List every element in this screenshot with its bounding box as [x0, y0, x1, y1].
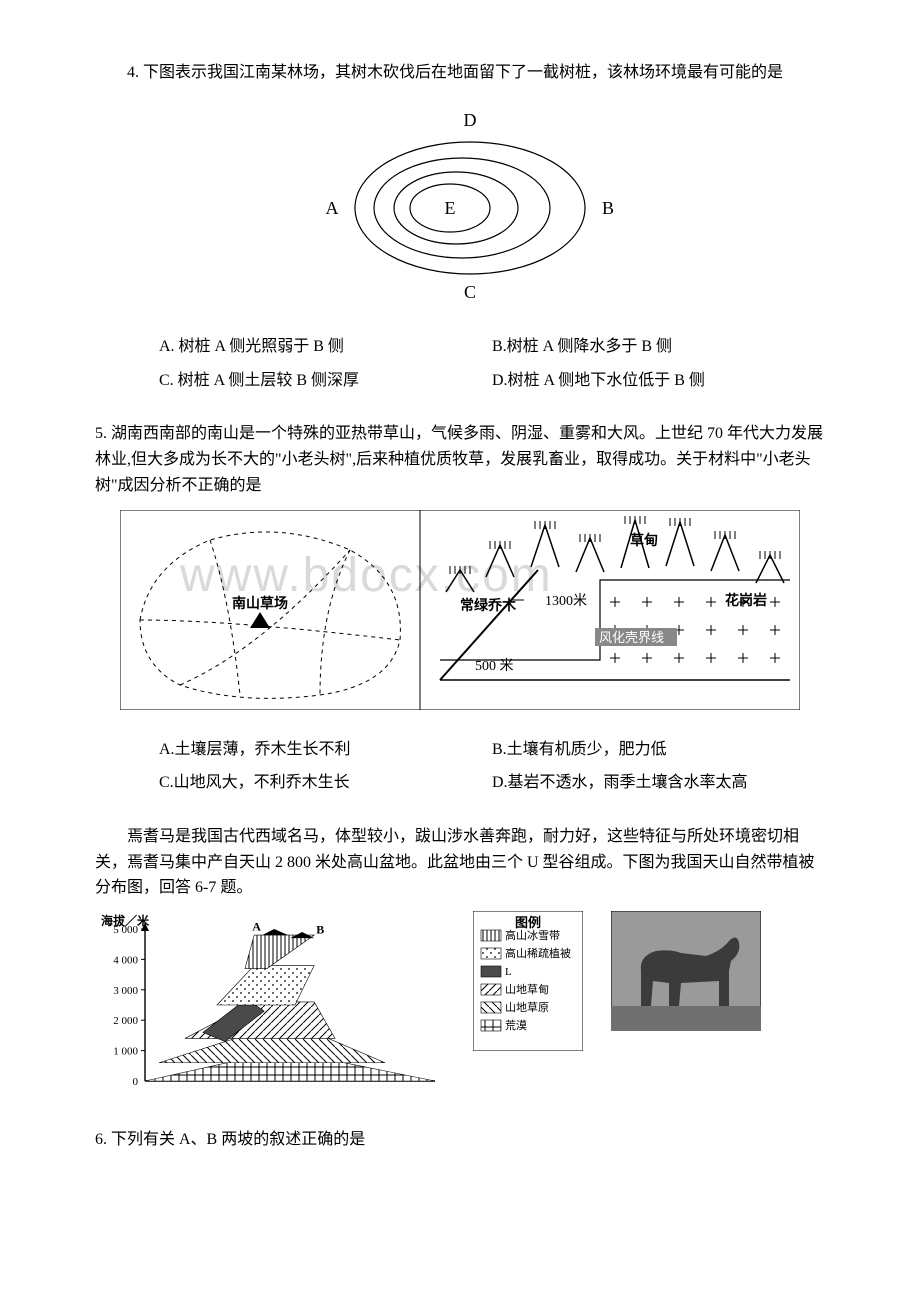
svg-text:风化壳界线: 风化壳界线 [599, 630, 664, 645]
svg-text:B: B [602, 198, 614, 218]
q4-option-b: B.树桩 A 侧降水多于 B 侧 [492, 334, 825, 360]
svg-text:500 米: 500 米 [475, 658, 514, 674]
svg-text:常绿乔木: 常绿乔木 [460, 597, 517, 614]
q5-option-d: D.基岩不透水，雨季土壤含水率太高 [492, 770, 825, 796]
svg-text:1300米: 1300米 [545, 593, 587, 609]
svg-text:海拔／米: 海拔／米 [101, 913, 150, 928]
q5-option-a: A.土壤层薄，乔木生长不利 [159, 737, 492, 763]
svg-text:D: D [464, 110, 477, 130]
svg-text:南山草场: 南山草场 [232, 595, 288, 612]
q5-figure: 南山草场草甸常绿乔木1300米花岗岩风化壳界线500 米 www.bdocx.c… [95, 510, 825, 719]
q5-options: A.土壤层薄，乔木生长不利 B.土壤有机质少，肥力低 C.山地风大，不利乔木生长… [95, 737, 825, 796]
svg-text:山地草甸: 山地草甸 [505, 983, 549, 996]
svg-text:C: C [464, 282, 476, 302]
svg-text:0: 0 [133, 1076, 139, 1088]
svg-text:山地草原: 山地草原 [505, 1001, 549, 1014]
q4-figure: D A B C E [95, 98, 825, 317]
svg-text:高山冰雪带: 高山冰雪带 [505, 928, 560, 942]
q4-prompt: 4. 下图表示我国江南某林场，其树木砍伐后在地面留下了一截树桩，该林场环境最有可… [95, 60, 825, 86]
f67-horse-photo [611, 911, 761, 1031]
f67-legend: 图例高山冰雪带高山稀疏植被 L 山地草甸山地草原荒漠 [473, 911, 583, 1051]
q4-option-a: A. 树桩 A 侧光照弱于 B 侧 [159, 334, 492, 360]
svg-text:B: B [316, 922, 324, 936]
svg-text:3 000: 3 000 [113, 985, 138, 997]
context-67: 焉耆马是我国古代西域名马，体型较小，跋山涉水善奔跑，耐力好，这些特征与所处环境密… [95, 824, 825, 901]
svg-text:L: L [505, 966, 512, 978]
q6-prompt: 6. 下列有关 A、B 两坡的叙述正确的是 [95, 1127, 825, 1153]
q4-option-d: D.树桩 A 侧地下水位低于 B 侧 [492, 368, 825, 394]
svg-text:高山稀疏植被: 高山稀疏植被 [505, 946, 571, 960]
svg-text:草甸: 草甸 [630, 532, 658, 549]
svg-text:A: A [252, 919, 261, 933]
svg-text:2 000: 2 000 [113, 1015, 138, 1027]
svg-text:E: E [445, 198, 456, 218]
svg-text:花岗岩: 花岗岩 [725, 592, 767, 609]
q5-prompt: 5. 湖南西南部的南山是一个特殊的亚热带草山，气候多雨、阴湿、重雾和大风。上世纪… [95, 421, 825, 498]
svg-text:A: A [326, 198, 339, 218]
q5-option-c: C.山地风大，不利乔木生长 [159, 770, 492, 796]
q4-options: A. 树桩 A 侧光照弱于 B 侧 B.树桩 A 侧降水多于 B 侧 C. 树桩… [95, 334, 825, 393]
svg-text:图例: 图例 [515, 915, 541, 930]
svg-text:1 000: 1 000 [113, 1045, 138, 1057]
q5-option-b: B.土壤有机质少，肥力低 [492, 737, 825, 763]
q4-option-c: C. 树桩 A 侧土层较 B 侧深厚 [159, 368, 492, 394]
svg-text:荒漠: 荒漠 [505, 1019, 527, 1032]
svg-text:4 000: 4 000 [113, 954, 138, 966]
f67-figures: 5 0004 0003 0002 0001 0000海拔／米AB 图例高山冰雪带… [95, 911, 825, 1101]
f67-chart: 5 0004 0003 0002 0001 0000海拔／米AB [95, 911, 445, 1101]
